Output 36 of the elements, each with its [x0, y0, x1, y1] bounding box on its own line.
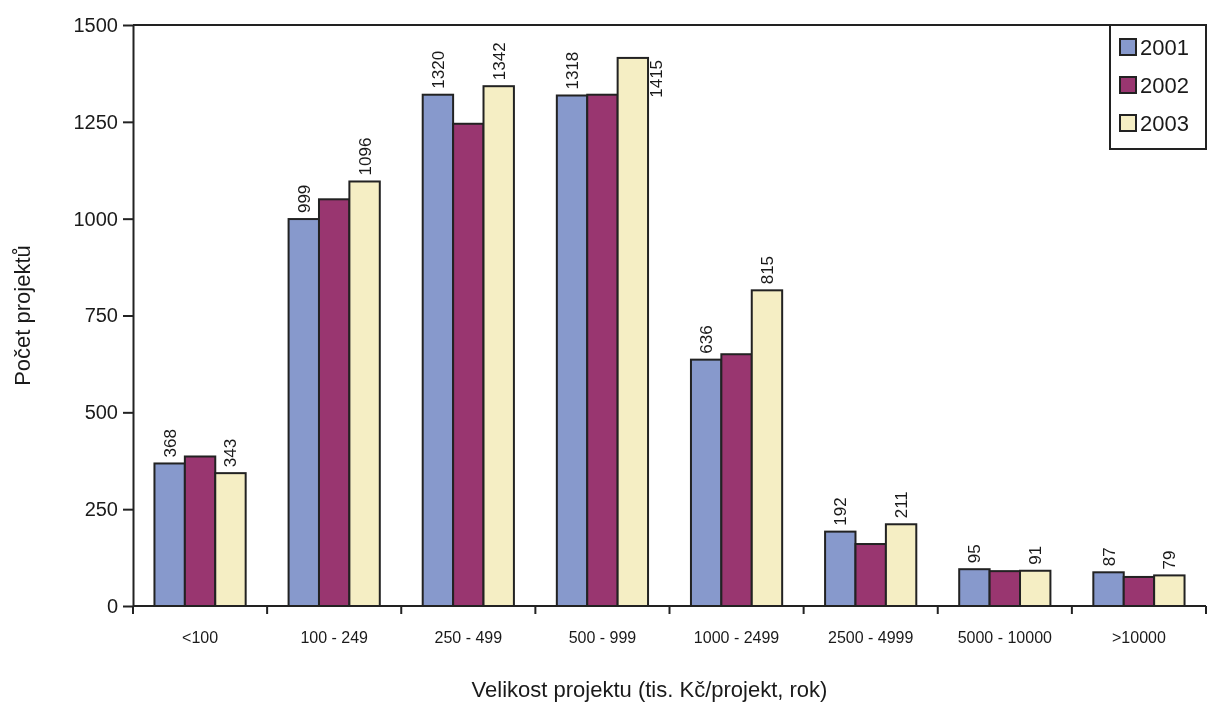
data-label: 1320 — [428, 50, 448, 89]
x-tick-label: 100 - 249 — [300, 629, 369, 646]
x-tick-label: <100 — [182, 629, 219, 646]
data-label: 636 — [697, 325, 717, 354]
data-label: 95 — [965, 544, 985, 564]
data-label: 91 — [1026, 545, 1046, 565]
data-label: 1318 — [563, 51, 583, 90]
y-tick-label: 250 — [84, 498, 118, 521]
data-label: 1415 — [647, 59, 667, 98]
y-tick-label: 750 — [84, 304, 118, 327]
y-tick-label: 1500 — [73, 13, 118, 36]
data-label: 192 — [831, 497, 851, 526]
y-axis-title: Počet projektů — [10, 245, 35, 386]
x-tick-label: 2500 - 4999 — [827, 629, 914, 646]
data-label: 211 — [892, 491, 912, 519]
data-label: 815 — [757, 255, 777, 285]
y-tick-label: 0 — [106, 594, 118, 617]
data-label: 1342 — [489, 42, 509, 81]
x-tick-label: 5000 - 10000 — [957, 629, 1053, 646]
x-tick-label: >10000 — [1112, 629, 1166, 646]
legend-label: 2002 — [1140, 73, 1189, 98]
x-axis-title: Velikost projektu (tis. Kč/projekt, rok) — [471, 677, 828, 702]
y-tick-label: 500 — [84, 401, 118, 424]
y-tick-label: 1250 — [73, 110, 118, 133]
legend-label: 2003 — [1140, 111, 1189, 136]
x-tick-label: 250 - 499 — [434, 629, 503, 646]
data-label: 79 — [1160, 550, 1180, 570]
data-label: 368 — [160, 429, 180, 458]
x-tick-label: 1000 - 2499 — [693, 629, 780, 646]
data-label: 999 — [294, 184, 314, 214]
y-tick-label: 1000 — [73, 207, 118, 230]
legend-label: 2001 — [1140, 35, 1189, 60]
data-label: 343 — [221, 438, 241, 468]
data-label: 87 — [1099, 547, 1119, 567]
x-tick-label: 500 - 999 — [568, 629, 637, 646]
data-label: 1096 — [355, 137, 375, 176]
